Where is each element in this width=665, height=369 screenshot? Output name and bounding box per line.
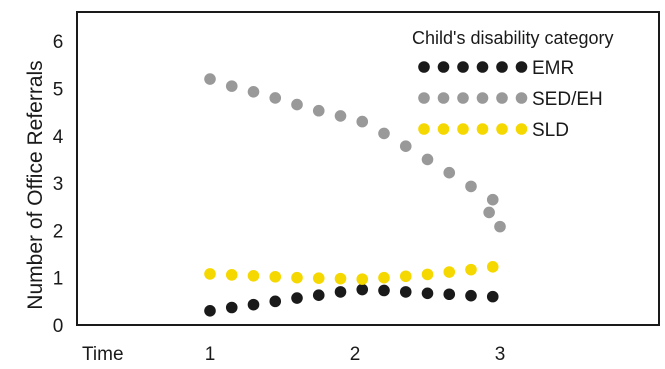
legend-marker: [437, 123, 450, 135]
data-point: [486, 290, 499, 303]
data-point: [204, 73, 216, 85]
legend-marker: [476, 123, 489, 135]
data-point: [494, 220, 506, 233]
data-point: [312, 104, 325, 117]
data-point: [225, 269, 238, 281]
data-point: [269, 270, 282, 283]
legend-marker: [457, 61, 469, 73]
legend-marker: [496, 123, 508, 135]
legend-entry: SLD: [418, 120, 569, 141]
series-sld: [204, 261, 499, 285]
data-point: [421, 268, 434, 281]
legend-marker: [515, 123, 528, 135]
data-point: [378, 127, 390, 140]
legend-marker: [496, 92, 508, 104]
legend-entry: EMR: [418, 58, 574, 79]
series-sed-eh: [204, 73, 506, 233]
y-axis-title: Number of Office Referrals: [24, 60, 47, 309]
data-point: [269, 295, 282, 308]
data-point: [356, 115, 369, 128]
data-point: [483, 206, 495, 219]
data-point: [378, 271, 390, 284]
legend-marker: [476, 92, 489, 104]
data-point: [204, 268, 216, 280]
y-tick-label: 2: [53, 221, 64, 242]
legend: Child's disability category EMR SED/EH SLD: [412, 28, 614, 141]
legend-marker: [418, 61, 430, 73]
legend-marker: [515, 61, 528, 73]
legend-label: SLD: [532, 120, 569, 141]
legend-marker: [437, 61, 450, 73]
y-tick-labels: 0 1 2 3 4 5 6: [53, 32, 64, 337]
data-point: [247, 298, 260, 311]
plot-frame: [76, 11, 660, 326]
data-point: [334, 286, 347, 298]
y-tick-label: 0: [53, 316, 64, 337]
data-point: [291, 98, 303, 111]
x-tick-label: 1: [205, 344, 216, 365]
legend-entries: EMR SED/EH SLD: [418, 58, 603, 141]
data-point: [421, 153, 434, 166]
data-point: [443, 266, 456, 278]
data-point: [291, 271, 303, 284]
data-point: [247, 270, 260, 282]
x-tick-labels: 1 2 3: [205, 344, 506, 365]
legend-marker: [418, 123, 430, 135]
y-tick-label: 1: [53, 269, 64, 290]
data-point: [204, 305, 216, 317]
data-point: [465, 180, 477, 193]
x-tick-label: 2: [350, 344, 361, 365]
y-tick-label: 6: [53, 32, 64, 53]
legend-marker: [418, 92, 430, 104]
data-point: [312, 272, 325, 284]
y-tick-label: 3: [53, 174, 64, 195]
data-point: [465, 289, 477, 302]
legend-label: SED/EH: [532, 89, 603, 110]
legend-entry: SED/EH: [418, 89, 603, 110]
data-point: [356, 283, 369, 296]
data-point: [225, 301, 238, 314]
data-point: [399, 286, 412, 298]
x-axis-name: Time: [82, 344, 124, 365]
data-point: [399, 270, 412, 283]
series-emr: [204, 283, 499, 317]
data-point: [291, 292, 303, 304]
data-point: [312, 289, 325, 302]
data-point: [225, 80, 238, 92]
legend-marker: [496, 61, 508, 73]
data-point: [334, 272, 347, 285]
data-point: [247, 86, 260, 98]
data-point: [269, 92, 282, 104]
data-point: [486, 261, 499, 273]
data-series: [204, 73, 506, 317]
y-tick-label: 5: [53, 80, 64, 101]
legend-marker: [476, 61, 489, 73]
legend-marker: [515, 92, 528, 104]
legend-title: Child's disability category: [412, 28, 614, 48]
data-point: [443, 166, 456, 179]
data-point: [421, 287, 434, 300]
data-point: [334, 110, 347, 122]
y-tick-label: 4: [53, 127, 64, 148]
data-point: [378, 284, 390, 297]
legend-label: EMR: [532, 58, 574, 79]
data-point: [465, 263, 477, 276]
legend-marker: [457, 92, 469, 104]
data-point: [486, 193, 499, 206]
legend-marker: [457, 123, 469, 135]
data-point: [443, 288, 456, 301]
legend-marker: [437, 92, 450, 104]
x-tick-label: 3: [495, 344, 506, 365]
data-point: [356, 273, 369, 285]
data-point: [399, 140, 412, 153]
